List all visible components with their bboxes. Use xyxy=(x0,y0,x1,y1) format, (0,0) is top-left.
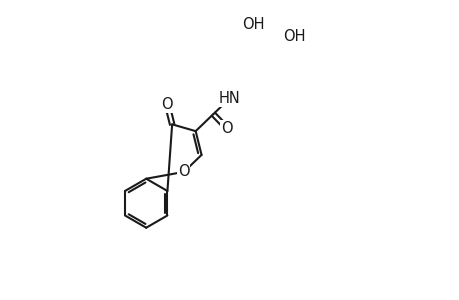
Text: OH: OH xyxy=(241,17,264,32)
Text: O: O xyxy=(178,164,189,179)
Text: O: O xyxy=(161,97,173,112)
Text: HN: HN xyxy=(218,91,240,106)
Text: O: O xyxy=(220,121,232,136)
Text: OH: OH xyxy=(282,29,305,44)
